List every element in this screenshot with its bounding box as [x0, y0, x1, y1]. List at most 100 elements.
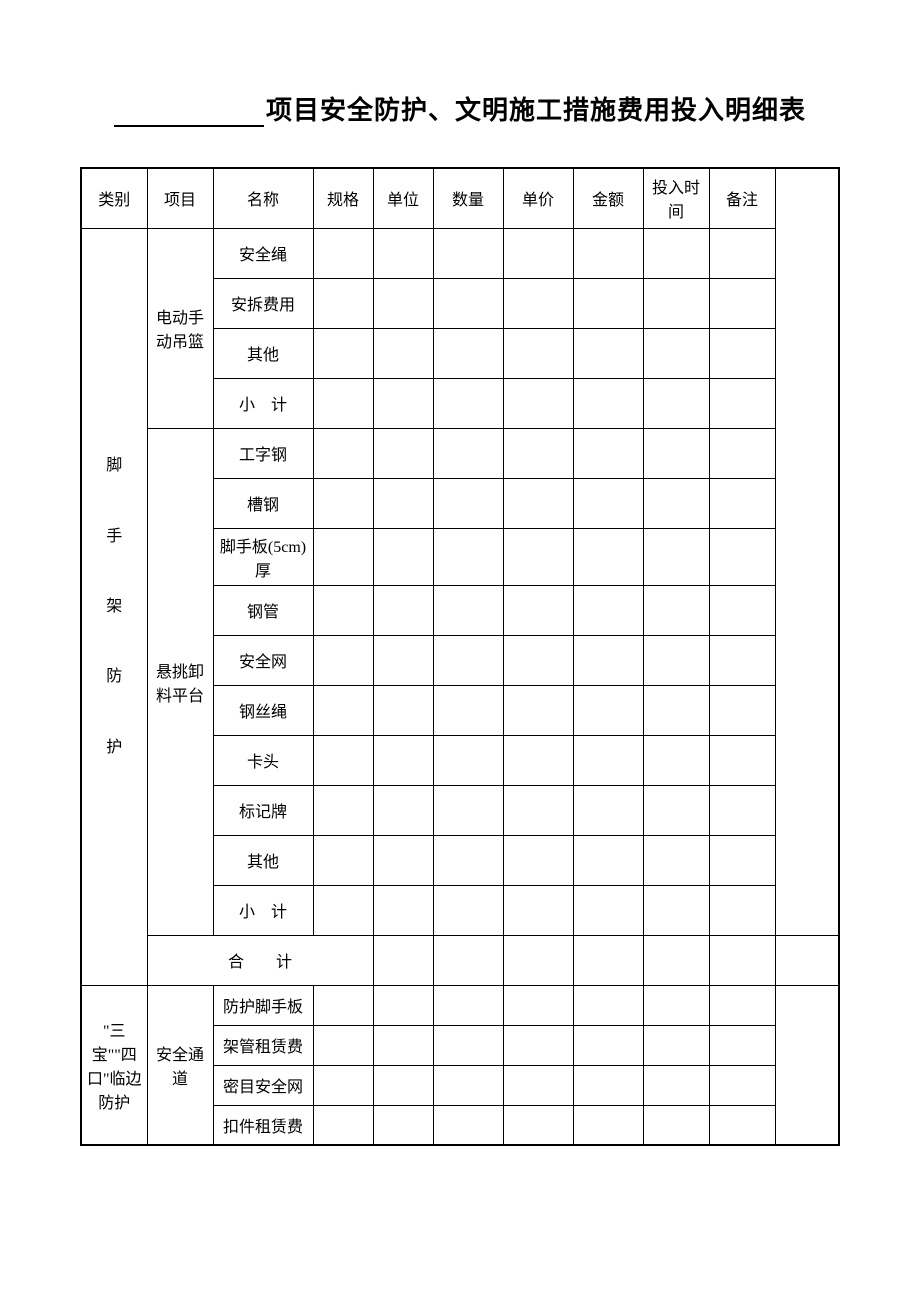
title-text: 项目安全防护、文明施工措施费用投入明细表	[266, 96, 806, 125]
note-cell	[709, 378, 775, 428]
qty-cell	[503, 935, 573, 985]
qty-cell	[433, 835, 503, 885]
page-title: 项目安全防护、文明施工措施费用投入明细表	[80, 90, 840, 127]
header-note: 备注	[709, 168, 775, 228]
note-cell	[709, 685, 775, 735]
unit-cell	[373, 1105, 433, 1145]
unit-cell	[373, 228, 433, 278]
price-cell	[503, 228, 573, 278]
category-cell: "三宝""四口"临边防护	[81, 985, 147, 1145]
unit-cell	[373, 378, 433, 428]
qty-cell	[433, 885, 503, 935]
unit-cell	[373, 885, 433, 935]
spec-cell	[313, 785, 373, 835]
name-cell: 安全绳	[213, 228, 313, 278]
qty-cell	[433, 1065, 503, 1105]
project-cell: 安全通道	[147, 985, 213, 1145]
note-cell	[709, 835, 775, 885]
price-cell	[503, 785, 573, 835]
spec-cell	[313, 428, 373, 478]
price-cell	[503, 378, 573, 428]
unit-cell	[373, 278, 433, 328]
spec-cell	[313, 885, 373, 935]
time-cell	[643, 635, 709, 685]
amount-cell	[573, 228, 643, 278]
note-cell	[709, 1025, 775, 1065]
price-cell	[573, 935, 643, 985]
header-time: 投入时间	[643, 168, 709, 228]
time-cell	[709, 935, 775, 985]
spec-cell	[313, 1105, 373, 1145]
price-cell	[503, 428, 573, 478]
price-cell	[503, 528, 573, 585]
unit-cell	[373, 735, 433, 785]
time-cell	[643, 228, 709, 278]
note-cell	[709, 328, 775, 378]
header-price: 单价	[503, 168, 573, 228]
spec-cell	[313, 985, 373, 1025]
time-cell	[643, 478, 709, 528]
table-row: 脚 手 架 防 护 电动手动吊篮 安全绳	[81, 228, 839, 278]
name-cell: 小 计	[213, 378, 313, 428]
unit-cell	[373, 528, 433, 585]
price-cell	[503, 585, 573, 635]
amount-cell	[573, 885, 643, 935]
header-unit: 单位	[373, 168, 433, 228]
header-spec: 规格	[313, 168, 373, 228]
time-cell	[643, 528, 709, 585]
project-cell: 悬挑卸料平台	[147, 428, 213, 935]
price-cell	[503, 835, 573, 885]
table-row-total: 合 计	[81, 935, 839, 985]
qty-cell	[433, 228, 503, 278]
time-cell	[643, 428, 709, 478]
project-cell: 电动手动吊篮	[147, 228, 213, 428]
time-cell	[643, 735, 709, 785]
spec-cell	[313, 585, 373, 635]
category-cell: 脚 手 架 防 护	[81, 228, 147, 985]
note-cell	[709, 885, 775, 935]
qty-cell	[433, 735, 503, 785]
unit-cell	[373, 1065, 433, 1105]
header-name: 名称	[213, 168, 313, 228]
price-cell	[503, 1065, 573, 1105]
note-cell	[709, 585, 775, 635]
name-cell: 脚手板(5cm)厚	[213, 528, 313, 585]
table-row: 悬挑卸料平台 工字钢	[81, 428, 839, 478]
note-cell	[709, 228, 775, 278]
amount-cell	[573, 685, 643, 735]
unit-cell	[373, 835, 433, 885]
title-blank-underline	[114, 125, 264, 127]
time-cell	[643, 785, 709, 835]
unit-cell	[373, 328, 433, 378]
name-cell: 其他	[213, 328, 313, 378]
spec-cell	[313, 1065, 373, 1105]
amount-cell	[573, 785, 643, 835]
table-row: "三宝""四口"临边防护 安全通道 防护脚手板	[81, 985, 839, 1025]
qty-cell	[433, 685, 503, 735]
note-cell	[775, 935, 839, 985]
qty-cell	[433, 528, 503, 585]
price-cell	[503, 278, 573, 328]
total-cell: 合 计	[147, 935, 373, 985]
time-cell	[643, 885, 709, 935]
note-cell	[709, 528, 775, 585]
unit-cell	[373, 428, 433, 478]
name-cell: 安全网	[213, 635, 313, 685]
unit-cell	[373, 478, 433, 528]
amount-cell	[573, 328, 643, 378]
time-cell	[643, 378, 709, 428]
header-category: 类别	[81, 168, 147, 228]
amount-cell	[573, 528, 643, 585]
price-cell	[503, 985, 573, 1025]
spec-cell	[313, 278, 373, 328]
note-cell	[709, 635, 775, 685]
spec-cell	[313, 835, 373, 885]
qty-cell	[433, 1105, 503, 1145]
note-cell	[709, 785, 775, 835]
time-cell	[643, 985, 709, 1025]
note-cell	[709, 1065, 775, 1105]
price-cell	[503, 735, 573, 785]
qty-cell	[433, 478, 503, 528]
spec-cell	[313, 528, 373, 585]
qty-cell	[433, 785, 503, 835]
